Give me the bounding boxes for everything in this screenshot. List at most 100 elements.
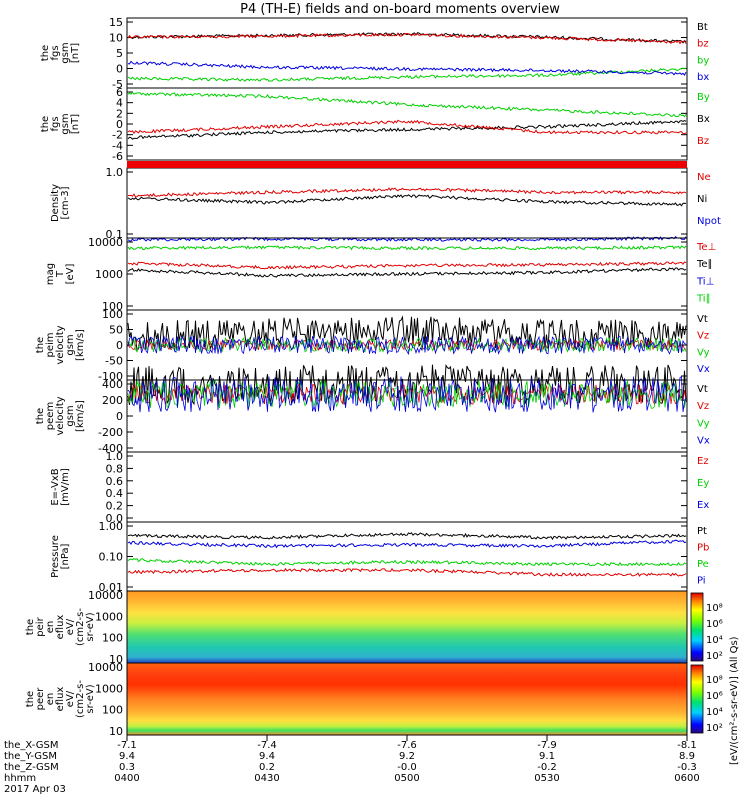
footer-value: -0.3 [677, 762, 697, 773]
y-tick-label: 0.2 [106, 500, 124, 513]
y-tick-label: -50 [105, 355, 123, 368]
y-tick-label: 1.0 [106, 166, 124, 179]
panel-frame [126, 451, 688, 523]
panel-p4: 10000 1000 100 mag T [eV] Te⊥ Te∥ Ti⊥ Ti∥ [45, 235, 716, 313]
series-Ti⊥ [127, 235, 687, 242]
colorbar-tick: 10⁶ [706, 691, 723, 702]
footer-value: 9.1 [539, 751, 555, 762]
series-Te⊥ [127, 261, 687, 270]
colorbar: 10⁸ 10⁶ 10⁴ 10² 10⁸ 10⁶ 10⁴ 10² [eV/(cm²… [690, 592, 740, 765]
footer-value: 0430 [254, 773, 279, 784]
legend-entry: Vx [697, 364, 710, 375]
legend-entry: Te⊥ [696, 242, 716, 253]
y-tick-label: 0 [116, 63, 123, 76]
svg-text:the: the [35, 408, 46, 424]
footer-value: -7.1 [117, 740, 137, 751]
panel-frame [126, 17, 688, 89]
svg-text:sr-eV): sr-eV) [85, 684, 96, 713]
footer-row-label: the_Z-GSM [4, 762, 59, 773]
y-tick-label: 100 [102, 300, 123, 313]
footer-value: 8.9 [679, 751, 695, 762]
svg-text:the: the [25, 619, 36, 635]
y-tick-label: 0 [116, 118, 123, 131]
y-tick-label: -4 [112, 139, 123, 152]
footer: the_X-GSM -7.1 -7.4 -7.6 -7.9 -8.1 the_Y-GSM 9.… [4, 735, 700, 795]
y-axis-label: mag T [eV] [45, 263, 76, 285]
svg-text:(cm2-s-: (cm2-s- [75, 608, 86, 646]
svg-text:peer: peer [35, 687, 46, 711]
svg-text:eflux: eflux [55, 615, 66, 640]
svg-text:gsm: gsm [60, 113, 71, 134]
series-Pe [127, 558, 687, 567]
legend-entry: bz [697, 39, 709, 50]
svg-text:the: the [35, 337, 46, 353]
svg-text:T: T [55, 270, 66, 278]
y-tick-label: 4 [116, 97, 123, 110]
footer-value: 0500 [394, 773, 419, 784]
series-Pi [127, 539, 687, 549]
footer-row-label: hhmm [4, 773, 36, 784]
y-tick-label: 1.00 [99, 520, 124, 533]
colorbar-tick: 10⁶ [706, 619, 723, 630]
panel-p3: 1.0 0.1 Density [cm-3] Ne Ni Npot [50, 166, 721, 241]
y-tick-label: -200 [98, 426, 123, 439]
y-tick-label: 6 [116, 86, 123, 99]
svg-text:eV/: eV/ [65, 690, 76, 707]
series-Ti∥ [127, 245, 687, 251]
y-axis-label: the peem velocity gsm [km/s] [35, 396, 86, 435]
y-tick-label: 100 [102, 308, 123, 321]
legend-entry: Pi [697, 575, 706, 586]
panel-frame [126, 521, 688, 592]
series-Ne [128, 187, 687, 198]
legend-entry: Npot [697, 216, 721, 227]
footer-value: 0600 [674, 773, 699, 784]
y-tick-label: -6 [112, 150, 123, 163]
y-axis-label: the fgs gsm [nT] [40, 113, 81, 134]
y-tick-label: 0.6 [106, 475, 124, 488]
series-Vt [127, 315, 687, 351]
svg-text:E=-VxB: E=-VxB [50, 468, 61, 505]
svg-text:fgs: fgs [50, 116, 61, 131]
velocity-component [127, 334, 687, 356]
y-tick-label: 100 [102, 704, 123, 717]
svg-text:[eV]: [eV] [65, 264, 76, 285]
footer-value: 0.2 [259, 762, 275, 773]
svg-text:gsm: gsm [65, 334, 76, 355]
svg-text:[nPa]: [nPa] [60, 543, 71, 569]
series-Bz [127, 119, 687, 135]
footer-value: -0.0 [397, 762, 417, 773]
svg-text:the: the [25, 691, 36, 707]
colorbar-tick: 10⁴ [706, 707, 723, 718]
svg-text:eflux: eflux [55, 687, 66, 712]
series-By [127, 91, 687, 118]
svg-text:peem: peem [45, 402, 56, 430]
legend-entry: Pt [697, 526, 707, 537]
legend-entry: Ne [697, 172, 711, 183]
y-tick-label: 5 [116, 47, 123, 60]
legend-entry: bx [697, 72, 709, 83]
legend-entry: Vy [697, 418, 710, 429]
svg-text:peir: peir [35, 616, 46, 636]
y-tick-label: 0.0 [106, 512, 124, 525]
footer-row-label: the_Y-GSM [4, 751, 57, 762]
svg-text:eV/: eV/ [65, 618, 76, 635]
y-axis-label: the fgs gsm [nT] [40, 42, 81, 63]
y-tick-label: 0 [116, 339, 123, 352]
legend-entry: Ti⊥ [696, 276, 714, 287]
series-Pt [127, 532, 687, 541]
y-tick-label: 0.8 [106, 462, 124, 475]
footer-row-label: the_X-GSM [4, 740, 58, 751]
panel-p10: 10000 1000 100 10 the peer en eflux eV/(cm2-s-sr… [25, 661, 687, 738]
y-axis-label: the peer en eflux eV/(cm2-s-sr-eV) [25, 680, 96, 718]
svg-text:Density: Density [50, 184, 61, 222]
footer-value: 0400 [114, 773, 139, 784]
svg-text:fgs: fgs [50, 45, 61, 60]
colorbar-tick: 10⁸ [706, 675, 723, 686]
legend-entry: Pb [697, 542, 709, 553]
panel-p5: 100 50 0 -50 -100 the peim velocity gsm [km/s] Vt V… [35, 308, 710, 383]
svg-text:en: en [45, 693, 56, 706]
y-tick-label: 400 [102, 378, 123, 391]
y-tick-label: 10 [109, 653, 123, 666]
